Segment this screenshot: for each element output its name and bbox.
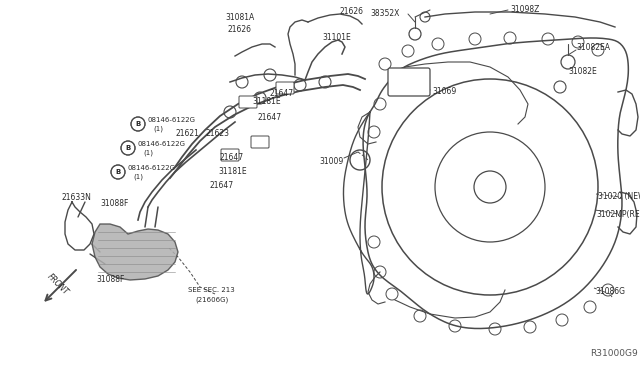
Text: B: B [136,121,141,127]
Text: 31009: 31009 [320,157,344,167]
FancyBboxPatch shape [388,68,430,96]
FancyBboxPatch shape [239,96,257,108]
Text: 31086G: 31086G [595,288,625,296]
Text: B: B [115,169,120,175]
FancyBboxPatch shape [221,149,239,161]
Text: 31098Z: 31098Z [510,4,540,13]
Text: 31101E: 31101E [322,32,351,42]
Text: 21647: 21647 [210,182,234,190]
Text: 31088F: 31088F [100,199,129,208]
Text: 31069: 31069 [432,87,456,96]
Text: 08146-6122G: 08146-6122G [138,141,186,147]
Text: 3102MP(REMAN): 3102MP(REMAN) [596,209,640,218]
Circle shape [111,165,125,179]
Text: 31088F: 31088F [96,276,124,285]
FancyBboxPatch shape [251,136,269,148]
Text: 31181E: 31181E [252,97,280,106]
Circle shape [131,117,145,131]
Text: B: B [125,145,131,151]
Text: 21626: 21626 [228,26,252,35]
Circle shape [121,141,135,155]
Text: 31082E: 31082E [568,67,596,77]
FancyBboxPatch shape [276,82,294,94]
Text: 31020 (NEW): 31020 (NEW) [598,192,640,202]
Text: 38352X: 38352X [371,10,400,19]
Text: 21623: 21623 [205,129,229,138]
Text: FRONT: FRONT [45,272,70,296]
Text: 21647: 21647 [258,112,282,122]
Text: 31082EA: 31082EA [576,44,610,52]
Text: 21626: 21626 [340,7,364,16]
Text: R31000G9: R31000G9 [590,350,637,359]
Text: 31181E: 31181E [218,167,246,176]
Text: 21621: 21621 [175,129,199,138]
Text: 21647: 21647 [270,90,294,99]
Polygon shape [92,224,178,280]
Text: (21606G): (21606G) [195,297,228,303]
Text: SEE SEC. 213: SEE SEC. 213 [188,287,235,293]
Text: (1): (1) [133,174,143,180]
Text: 08146-6122G: 08146-6122G [148,117,196,123]
Text: 31081A: 31081A [226,13,255,22]
Text: 21647: 21647 [220,153,244,161]
Text: 08146-6122G: 08146-6122G [128,165,176,171]
Text: (1): (1) [153,126,163,132]
Text: 21633N: 21633N [62,192,92,202]
Text: (1): (1) [143,150,153,156]
